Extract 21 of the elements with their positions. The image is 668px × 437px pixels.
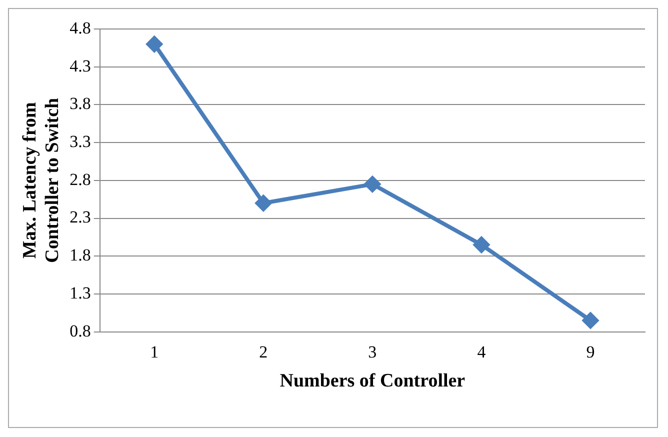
x-axis-title: Numbers of Controller (280, 370, 466, 392)
point (255, 195, 272, 212)
x-tick-label: 4 (477, 342, 486, 362)
y-tick-label: 0.8 (70, 321, 91, 340)
point (364, 176, 380, 192)
y-axis-title: Max. Latency from Controller to Switch (19, 97, 64, 263)
y-tick-label: 4.3 (70, 56, 91, 76)
point (582, 312, 598, 328)
x-tick-label: 1 (150, 342, 159, 362)
y-tick-label: 1.8 (70, 246, 91, 265)
point (473, 236, 490, 253)
y-tick-label: 3.8 (70, 94, 91, 114)
y-tick-label: 4.8 (70, 18, 91, 38)
y-tick-label: 3.3 (70, 132, 91, 152)
x-tick-label: 2 (259, 342, 268, 362)
y-tick-label: 1.3 (70, 283, 91, 302)
point (146, 36, 162, 52)
y-tick-label: 2.3 (70, 208, 91, 227)
y-tick-label: 2.8 (70, 170, 91, 189)
x-tick-label: 9 (586, 342, 595, 362)
x-tick-label: 3 (368, 342, 377, 362)
